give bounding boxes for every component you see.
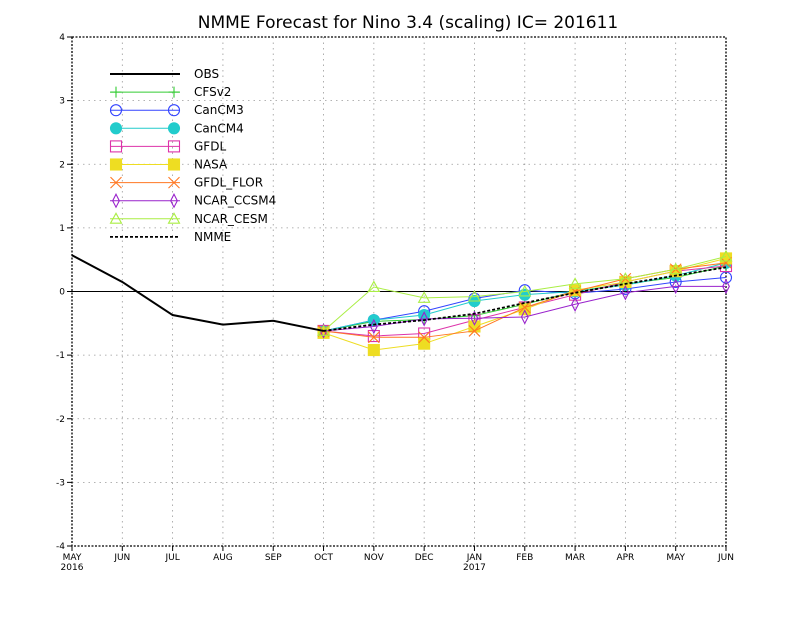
x-tick-label: JUN <box>717 553 734 563</box>
data-point <box>720 256 732 269</box>
data-point <box>112 192 120 209</box>
x-year-label: 2016 <box>61 563 84 573</box>
data-point <box>167 140 181 153</box>
data-point <box>722 278 730 295</box>
y-tick-label: -3 <box>56 478 65 488</box>
chart-title: NMME Forecast for Nino 3.4 (scaling) IC=… <box>198 13 619 33</box>
data-point <box>168 86 180 98</box>
data-point <box>367 280 381 292</box>
data-point <box>719 249 733 262</box>
x-tick-label: DEC <box>415 553 434 563</box>
x-year-label: 2017 <box>463 563 486 573</box>
data-point <box>418 331 431 344</box>
data-point <box>110 176 122 189</box>
legend: OBS CFSv2 CanCM3 CanCM4 GFDL NASA GFDL_FLOR NCA… <box>109 67 276 244</box>
data-point <box>367 343 380 357</box>
legend-entry: NCAR_CCSM4 <box>110 192 276 209</box>
data-point <box>109 104 123 117</box>
data-point <box>468 320 481 333</box>
legend-entry: OBS <box>110 67 219 81</box>
legend-entry: NMME <box>110 230 231 244</box>
legend-label: NCAR_CESM <box>194 212 268 226</box>
legend-label: NMME <box>194 230 231 244</box>
data-point <box>568 277 582 289</box>
y-tick-label: 3 <box>59 97 65 107</box>
data-point <box>571 296 579 312</box>
series-ncar-ccsm4 <box>319 278 730 339</box>
legend-entry: CFSv2 <box>110 85 231 99</box>
data-point <box>167 122 181 135</box>
data-point <box>621 285 630 301</box>
data-point <box>167 158 181 171</box>
x-tick-label: AUG <box>213 553 233 563</box>
data-point <box>109 140 123 153</box>
legend-label: CanCM3 <box>194 103 244 117</box>
axes: -4 -3 -2 -1 0 1 2 3 4 MAY JUN JUL AUG SEP OCT NOV DEC JAN… <box>56 33 734 573</box>
x-tick-label: NOV <box>364 553 385 563</box>
data-point <box>470 310 479 326</box>
x-tick-label: SEP <box>265 553 282 563</box>
x-tick-label: MAY <box>666 553 685 563</box>
data-point <box>417 291 431 303</box>
x-tick-label: FEB <box>516 553 533 563</box>
data-point <box>468 289 481 302</box>
data-point <box>170 192 178 209</box>
y-tick-label: -1 <box>56 351 65 361</box>
data-point <box>168 176 180 189</box>
x-tick-label: APR <box>616 553 634 563</box>
data-point <box>110 86 122 98</box>
series-line <box>323 256 727 332</box>
legend-entry: GFDL <box>109 139 226 153</box>
legend-label: NASA <box>194 158 228 172</box>
data-point <box>367 329 380 343</box>
x-tick-label: MAR <box>565 553 585 563</box>
data-point <box>109 212 123 224</box>
y-tick-label: 2 <box>59 160 65 170</box>
series-line <box>323 266 727 332</box>
legend-label: GFDL_FLOR <box>194 176 263 190</box>
data-point <box>167 104 181 117</box>
data-point <box>418 337 431 350</box>
legend-label: GFDL <box>194 139 226 153</box>
legend-label: CanCM4 <box>194 121 244 135</box>
data-point <box>167 212 181 224</box>
x-tick-label: JUN <box>113 553 130 563</box>
data-point <box>518 301 531 314</box>
series-line <box>71 254 324 332</box>
legend-entry: NCAR_CESM <box>109 212 268 226</box>
x-tick-label: MAY <box>63 553 82 563</box>
data-point <box>109 122 123 135</box>
series-group <box>71 249 733 357</box>
y-tick-label: 1 <box>59 224 65 234</box>
legend-entry: CanCM3 <box>109 103 244 117</box>
y-tick-label: -2 <box>56 415 65 425</box>
legend-label: OBS <box>194 67 219 81</box>
legend-label: NCAR_CCSM4 <box>194 194 276 208</box>
series-obs <box>71 254 324 332</box>
data-point <box>367 331 380 344</box>
plot-frame <box>71 36 727 547</box>
data-point <box>109 158 123 171</box>
series-nmme <box>323 266 727 332</box>
data-point <box>518 284 532 297</box>
x-tick-label: JAN <box>466 553 482 563</box>
legend-entry: GFDL_FLOR <box>110 176 263 190</box>
y-tick-label: 0 <box>59 288 65 298</box>
data-point <box>669 262 683 275</box>
y-tick-label: -4 <box>56 542 65 552</box>
data-point <box>719 252 733 265</box>
data-point <box>468 325 481 337</box>
y-tick-label: 4 <box>59 33 65 43</box>
data-point <box>420 311 429 327</box>
legend-entry: CanCM4 <box>109 121 244 135</box>
data-point <box>520 309 529 325</box>
data-point <box>669 265 682 278</box>
legend-entry: NASA <box>109 158 228 172</box>
x-tick-label: JUL <box>164 553 179 563</box>
data-point <box>671 278 680 295</box>
legend-label: CFSv2 <box>194 85 231 99</box>
x-tick-label: OCT <box>314 553 333 563</box>
